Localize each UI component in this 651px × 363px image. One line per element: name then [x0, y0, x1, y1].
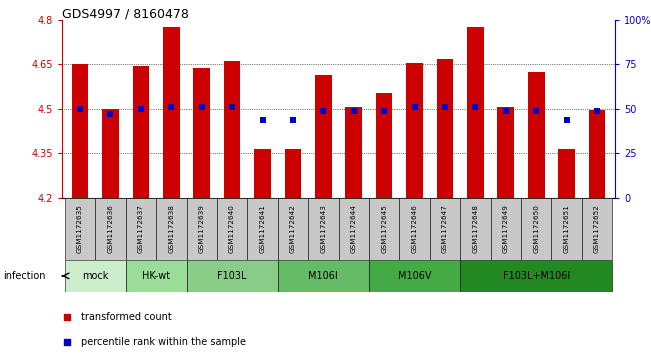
- Bar: [497, 107, 514, 198]
- Bar: [278, 198, 308, 260]
- Point: [531, 108, 542, 114]
- Bar: [339, 198, 369, 260]
- Text: GSM1172637: GSM1172637: [138, 204, 144, 253]
- Bar: [217, 198, 247, 260]
- Bar: [308, 198, 339, 260]
- Text: M106I: M106I: [309, 271, 338, 281]
- Text: GSM1172649: GSM1172649: [503, 204, 508, 253]
- Bar: [186, 260, 278, 292]
- Point: [379, 108, 389, 114]
- Bar: [460, 260, 612, 292]
- Bar: [551, 198, 582, 260]
- Point: [227, 104, 238, 110]
- Bar: [126, 260, 186, 292]
- Point: [409, 104, 420, 110]
- Text: GSM1172646: GSM1172646: [411, 204, 417, 253]
- Point: [105, 111, 116, 117]
- Text: GSM1172645: GSM1172645: [381, 204, 387, 253]
- Bar: [95, 198, 126, 260]
- Text: GSM1172639: GSM1172639: [199, 204, 204, 253]
- Text: HK-wt: HK-wt: [142, 271, 170, 281]
- Bar: [278, 260, 369, 292]
- Bar: [72, 64, 89, 198]
- Point: [62, 339, 73, 345]
- Point: [75, 106, 85, 112]
- Bar: [467, 27, 484, 198]
- Bar: [186, 198, 217, 260]
- Point: [62, 314, 73, 319]
- Bar: [102, 109, 119, 198]
- Text: infection: infection: [3, 271, 46, 281]
- Point: [439, 104, 450, 110]
- Bar: [558, 149, 575, 198]
- Bar: [315, 75, 331, 198]
- Text: GSM1172640: GSM1172640: [229, 204, 235, 253]
- Text: GSM1172652: GSM1172652: [594, 204, 600, 253]
- Bar: [521, 198, 551, 260]
- Bar: [437, 59, 453, 198]
- Point: [135, 106, 146, 112]
- Bar: [406, 63, 423, 198]
- Point: [288, 117, 298, 122]
- Text: GSM1172651: GSM1172651: [564, 204, 570, 253]
- Text: GSM1172636: GSM1172636: [107, 204, 113, 253]
- Bar: [589, 110, 605, 198]
- Text: mock: mock: [82, 271, 109, 281]
- Text: GSM1172648: GSM1172648: [473, 204, 478, 253]
- Text: GDS4997 / 8160478: GDS4997 / 8160478: [62, 7, 189, 20]
- Point: [501, 108, 511, 114]
- Text: GSM1172638: GSM1172638: [169, 204, 174, 253]
- Text: F103L+M106I: F103L+M106I: [503, 271, 570, 281]
- Bar: [491, 198, 521, 260]
- Point: [470, 104, 480, 110]
- Point: [318, 108, 329, 114]
- Bar: [369, 260, 460, 292]
- Bar: [65, 198, 95, 260]
- Bar: [430, 198, 460, 260]
- Text: M106V: M106V: [398, 271, 431, 281]
- Bar: [126, 198, 156, 260]
- Point: [257, 117, 268, 122]
- Text: GSM1172643: GSM1172643: [320, 204, 326, 253]
- Bar: [65, 260, 126, 292]
- Bar: [369, 198, 399, 260]
- Bar: [399, 198, 430, 260]
- Bar: [247, 198, 278, 260]
- Bar: [156, 198, 186, 260]
- Bar: [254, 149, 271, 198]
- Point: [166, 104, 176, 110]
- Bar: [376, 93, 393, 198]
- Point: [592, 108, 602, 114]
- Bar: [284, 149, 301, 198]
- Bar: [163, 27, 180, 198]
- Point: [348, 108, 359, 114]
- Bar: [346, 107, 362, 198]
- Text: GSM1172641: GSM1172641: [260, 204, 266, 253]
- Text: GSM1172647: GSM1172647: [442, 204, 448, 253]
- Point: [197, 104, 207, 110]
- Bar: [224, 61, 240, 198]
- Text: GSM1172644: GSM1172644: [351, 204, 357, 253]
- Text: percentile rank within the sample: percentile rank within the sample: [81, 337, 246, 347]
- Text: transformed count: transformed count: [81, 311, 172, 322]
- Bar: [460, 198, 491, 260]
- Bar: [528, 72, 544, 198]
- Text: GSM1172642: GSM1172642: [290, 204, 296, 253]
- Text: GSM1172650: GSM1172650: [533, 204, 539, 253]
- Bar: [582, 198, 612, 260]
- Text: F103L: F103L: [217, 271, 247, 281]
- Bar: [193, 68, 210, 198]
- Text: GSM1172635: GSM1172635: [77, 204, 83, 253]
- Point: [561, 117, 572, 122]
- Bar: [133, 66, 149, 198]
